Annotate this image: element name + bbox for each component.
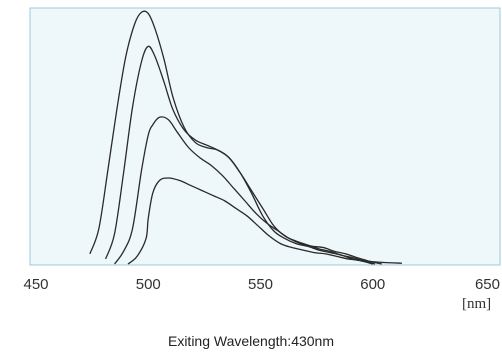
x-tick-label: 500 <box>136 276 161 293</box>
x-tick-label: 550 <box>248 276 273 293</box>
series-line-4 <box>127 177 402 265</box>
x-tick-label: 650 <box>475 276 500 293</box>
x-tick-label: 600 <box>360 276 385 293</box>
series-line-2 <box>104 45 376 265</box>
x-axis-unit: [nm] <box>462 296 491 312</box>
x-axis-label: Exiting Wavelength:430nm <box>168 333 334 349</box>
x-tick-label: 450 <box>23 276 48 293</box>
series-group <box>89 10 402 265</box>
series-line-3 <box>114 116 382 265</box>
plot-area <box>29 7 501 266</box>
x-axis-ticks: 450 500 550 600 650 <box>23 276 500 293</box>
